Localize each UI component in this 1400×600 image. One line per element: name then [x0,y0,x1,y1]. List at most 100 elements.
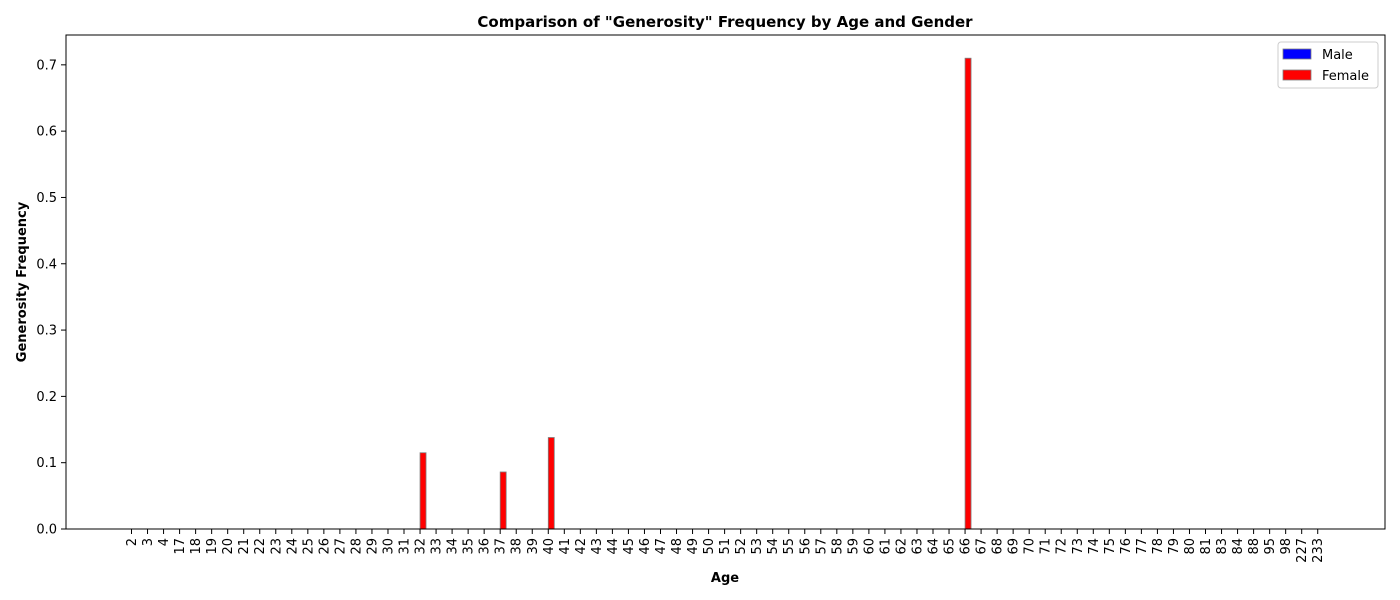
x-tick-label: 24 [285,538,300,555]
x-tick-label: 18 [189,538,204,555]
x-tick-label: 61 [878,538,893,555]
x-tick-label: 42 [574,538,589,555]
y-tick-label: 0.0 [36,523,57,538]
x-tick-label: 25 [301,538,316,555]
x-tick-label: 74 [1087,538,1102,555]
x-tick-label: 54 [766,538,781,555]
x-tick-label: 58 [830,538,845,555]
x-tick-label: 76 [1119,538,1134,555]
x-tick-label: 23 [269,538,284,555]
x-tick-label: 73 [1071,538,1086,555]
x-tick-label: 43 [590,538,605,555]
x-tick-label: 51 [718,538,733,555]
x-tick-label: 21 [237,538,252,555]
x-tick-label: 38 [510,538,525,555]
x-tick-label: 81 [1199,538,1214,555]
chart-title: Comparison of "Generosity" Frequency by … [477,13,973,31]
x-tick-label: 233 [1311,538,1326,563]
y-tick-label: 0.2 [36,390,57,405]
x-tick-label: 26 [317,538,332,555]
legend-swatch-female [1282,69,1312,81]
x-tick-label: 57 [814,538,829,555]
x-tick-label: 30 [381,538,396,555]
bar-female-66 [964,57,972,530]
x-tick-label: 64 [927,538,942,555]
legend-label-female: Female [1322,69,1369,84]
x-tick-label: 27 [333,538,348,555]
x-tick-label: 45 [622,538,637,555]
x-tick-label: 33 [430,538,445,555]
x-tick-label: 29 [365,538,380,555]
x-tick-label: 70 [1023,538,1038,555]
x-tick-label: 41 [558,538,573,555]
x-tick-label: 62 [894,538,909,555]
x-tick-label: 63 [910,538,925,555]
x-tick-label: 59 [846,538,861,555]
x-tick-label: 56 [798,538,813,555]
x-tick-label: 3 [141,538,156,546]
x-tick-label: 39 [526,538,541,555]
x-tick-label: 52 [734,538,749,555]
y-tick-label: 0.4 [36,257,57,272]
x-tick-label: 60 [862,538,877,555]
x-tick-label: 36 [478,538,493,555]
x-tick-label: 40 [542,538,557,555]
y-tick-label: 0.1 [36,456,57,471]
x-tick-label: 78 [1151,538,1166,555]
x-tick-label: 28 [349,538,364,555]
x-tick-label: 48 [670,538,685,555]
x-tick-label: 50 [702,538,717,555]
x-tick-label: 84 [1231,538,1246,555]
x-tick-label: 2 [125,538,140,546]
x-tick-label: 71 [1039,538,1054,555]
x-tick-label: 83 [1215,538,1230,555]
y-tick-label: 0.6 [36,125,57,140]
x-tick-label: 227 [1295,538,1310,563]
bars-group [419,57,972,530]
x-tick-label: 68 [991,538,1006,555]
legend: Male Female [1277,41,1379,89]
y-axis-title: Generosity Frequency [15,201,30,362]
bar-female-40 [547,437,555,530]
x-axis: 2 3 4 17 18 19 20 21 22 23 24 25 26 27 28 29 30 31 32 33 34 3… [125,529,1326,563]
x-tick-label: 79 [1167,538,1182,555]
x-tick-label: 72 [1055,538,1070,555]
x-tick-label: 95 [1263,538,1278,555]
y-axis: 0.0 0.1 0.2 0.3 0.4 0.5 0.6 0.7 [36,58,66,538]
legend-label-male: Male [1322,48,1353,63]
x-tick-label: 17 [173,538,188,555]
x-tick-label: 46 [638,538,653,555]
x-tick-label: 44 [606,538,621,555]
x-tick-label: 22 [253,538,268,555]
x-axis-title: Age [711,571,739,586]
x-tick-label: 65 [943,538,958,555]
x-tick-label: 4 [157,538,172,546]
x-tick-label: 53 [750,538,765,555]
x-tick-label: 77 [1135,538,1150,555]
x-tick-label: 66 [959,538,974,555]
x-tick-label: 37 [494,538,509,555]
bar-female-32 [419,452,427,530]
x-tick-label: 98 [1279,538,1294,555]
plot-frame [65,34,1386,530]
y-tick-label: 0.7 [36,58,57,73]
x-tick-label: 31 [398,538,413,555]
x-tick-label: 75 [1103,538,1118,555]
x-tick-label: 69 [1007,538,1022,555]
legend-swatch-male [1282,48,1312,60]
x-tick-label: 47 [654,538,669,555]
x-tick-label: 35 [462,538,477,555]
x-tick-label: 67 [975,538,990,555]
bar-female-37 [499,471,507,530]
y-tick-label: 0.3 [36,324,57,339]
x-tick-label: 55 [782,538,797,555]
x-tick-label: 34 [446,538,461,555]
x-tick-label: 32 [414,538,429,555]
x-tick-label: 19 [205,538,220,555]
x-tick-label: 20 [221,538,236,555]
y-tick-label: 0.5 [36,191,57,206]
x-tick-label: 80 [1183,538,1198,555]
x-tick-label: 49 [686,538,701,555]
x-tick-label: 88 [1247,538,1262,555]
